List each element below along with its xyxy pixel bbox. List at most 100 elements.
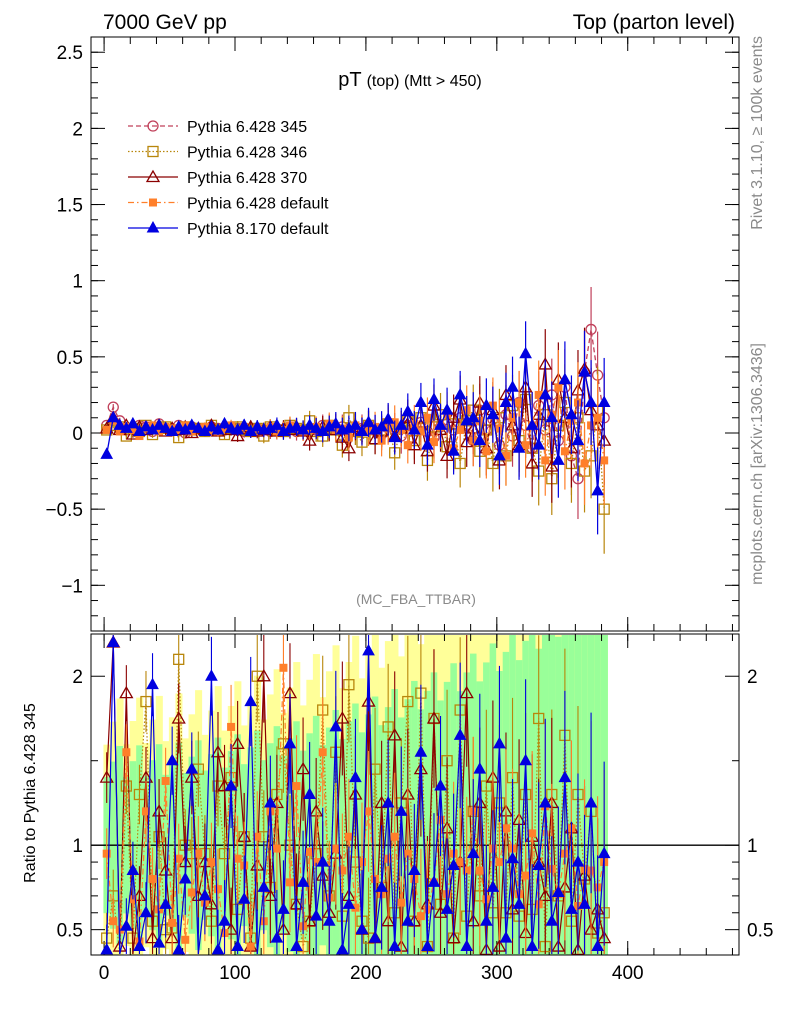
ratio-point — [456, 858, 465, 867]
ratio-ytick-label-right: 0.5 — [747, 921, 773, 942]
ratio-point — [126, 863, 140, 876]
ratio-point — [335, 942, 349, 955]
data-point — [487, 457, 499, 470]
data-point — [423, 413, 432, 422]
ratio-point — [174, 854, 183, 863]
series-s8def — [100, 321, 611, 535]
ratio-point — [102, 849, 111, 858]
ratio-series-s8def — [100, 635, 611, 955]
ratio-axis-ticks: 0.5 0.5 1 1 2 2 0 100 200 300 400 — [57, 634, 773, 984]
data-point — [558, 372, 572, 385]
ratio-point — [119, 685, 134, 699]
data-point — [302, 433, 317, 446]
data-point — [541, 456, 550, 465]
ratio-point — [479, 914, 493, 926]
ratio-point — [519, 753, 532, 766]
ratio-point — [152, 936, 166, 948]
data-point — [525, 456, 540, 469]
data-point — [545, 410, 559, 423]
ratio-point — [558, 770, 572, 783]
data-point — [482, 447, 491, 456]
rivet-label: Rivet 3.1.10, ≥ 100k events — [749, 36, 766, 230]
data-point — [473, 433, 487, 446]
data-point — [591, 483, 604, 496]
ratio-point — [230, 736, 245, 749]
ratio-point — [499, 931, 513, 943]
ratio-point — [427, 875, 441, 887]
data-point — [375, 419, 388, 432]
data-point — [172, 419, 186, 432]
ratio-point — [381, 913, 396, 927]
ratio-point — [374, 795, 389, 809]
ratio-line — [106, 667, 605, 947]
ratio-point — [159, 897, 172, 909]
ratio-point — [388, 939, 402, 952]
data-point — [580, 459, 589, 468]
ratio-point — [381, 795, 395, 808]
data-point — [355, 424, 369, 436]
data-point — [429, 438, 438, 447]
ratio-point — [173, 653, 185, 665]
ratio-point — [205, 669, 218, 681]
series-s345 — [101, 286, 610, 520]
band-inner — [424, 690, 432, 955]
data-point — [525, 418, 539, 430]
ratio-point — [501, 824, 510, 833]
ratio-point — [342, 897, 356, 909]
ratio-point — [119, 919, 133, 931]
chart-title: pT (top) (Mtt > 450) — [338, 69, 482, 91]
data-point — [551, 453, 565, 465]
ratio-point — [532, 858, 546, 870]
data-point — [126, 416, 140, 429]
ratio-ytick-label: 1 — [72, 836, 83, 857]
ratio-point — [316, 855, 330, 867]
ratio-point — [318, 748, 327, 757]
legend-marker — [149, 198, 157, 207]
legend-label: Pythia 6.428 default — [187, 196, 329, 213]
ratio-point — [578, 897, 591, 909]
chart-title-main: pT — [338, 69, 361, 91]
ratio-point — [237, 892, 251, 904]
data-point — [493, 448, 506, 461]
ratio-point — [570, 942, 586, 956]
ratio-point — [584, 795, 598, 808]
data-point — [532, 438, 546, 450]
ratio-point — [132, 888, 147, 902]
ratio-point — [263, 795, 277, 808]
ratio-point — [109, 917, 118, 926]
legend-label: Pythia 6.428 345 — [187, 119, 307, 136]
ratio-point — [165, 753, 179, 766]
ratio-point — [545, 914, 559, 926]
ratio-point — [551, 885, 565, 897]
ratio-point — [194, 849, 203, 858]
ratio-ytick-label: 2 — [72, 667, 83, 688]
data-point — [597, 395, 611, 408]
ratio-panel: 0.5 0.5 1 1 2 2 0 100 200 300 400 Ratio to Pythia … — [22, 633, 773, 984]
ratio-point — [161, 776, 170, 785]
data-point — [499, 395, 513, 408]
legend-marker — [147, 120, 159, 132]
ratio-point — [181, 935, 190, 944]
mcplots-label: mcplots.cern.ch [arXiv:1306.3436] — [749, 343, 766, 585]
ratio-point — [591, 939, 604, 952]
ratio-point — [402, 695, 414, 708]
ratio-point — [525, 939, 539, 952]
ratio-point — [223, 922, 239, 935]
ratio-point — [460, 939, 474, 952]
main-axis-ticks: −1 −0.5 0 0.5 1 1.5 2 2.5 — [45, 37, 739, 632]
ratio-point — [257, 880, 271, 892]
main-panel: −1 −0.5 0 0.5 1 1.5 2 2.5 pT (top) (Mtt > 450) (… — [45, 36, 740, 632]
ratio-point — [309, 909, 323, 921]
ratio-point — [246, 942, 255, 951]
ratio-point — [338, 866, 347, 875]
ratio-point — [133, 939, 146, 952]
ratio-point — [447, 858, 460, 870]
ratio-point — [227, 722, 236, 731]
data-point — [521, 441, 530, 450]
ratio-point — [279, 663, 288, 672]
data-point — [578, 365, 591, 377]
ratio-point — [140, 695, 152, 708]
data-point — [414, 395, 428, 408]
data-point — [185, 418, 199, 430]
ratio-point — [231, 939, 244, 952]
